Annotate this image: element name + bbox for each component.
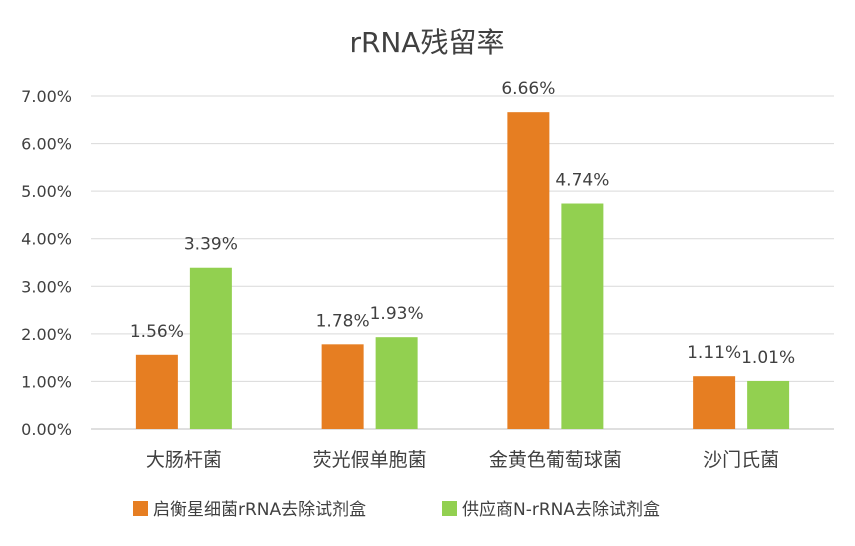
legend-swatch <box>442 501 457 516</box>
y-tick-label: 2.00% <box>21 325 72 344</box>
bar <box>747 380 790 429</box>
bar <box>375 337 418 429</box>
chart-title: rRNA残留率 <box>349 26 504 59</box>
y-tick-label: 1.00% <box>21 372 72 391</box>
data-label: 1.11% <box>687 343 741 363</box>
bar <box>189 267 232 429</box>
bar <box>135 354 178 429</box>
data-label: 6.66% <box>501 79 555 99</box>
bar <box>693 376 736 429</box>
y-tick-label: 0.00% <box>21 420 72 439</box>
legend-label: 供应商N-rRNA去除试剂盒 <box>462 500 660 520</box>
x-tick-label: 沙门氏菌 <box>703 449 779 471</box>
x-tick-label: 大肠杆菌 <box>146 449 222 471</box>
x-tick-label: 金黄色葡萄球菌 <box>489 449 622 471</box>
data-label: 1.56% <box>130 322 184 342</box>
legend-swatch <box>133 501 148 516</box>
y-tick-label: 7.00% <box>21 87 72 106</box>
y-tick-label: 5.00% <box>21 182 72 201</box>
y-tick-label: 6.00% <box>21 135 72 154</box>
data-label: 3.39% <box>184 235 238 255</box>
data-label: 4.74% <box>555 171 609 191</box>
legend-label: 启衡星细菌rRNA去除试剂盒 <box>153 500 366 520</box>
y-tick-label: 4.00% <box>21 230 72 249</box>
bar <box>321 344 364 429</box>
data-label: 1.78% <box>316 311 370 331</box>
bar <box>561 203 604 429</box>
y-tick-label: 3.00% <box>21 277 72 296</box>
bar <box>507 112 550 429</box>
x-tick-label: 荧光假单胞菌 <box>313 449 427 471</box>
data-label: 1.01% <box>741 348 795 368</box>
data-label: 1.93% <box>370 304 424 324</box>
